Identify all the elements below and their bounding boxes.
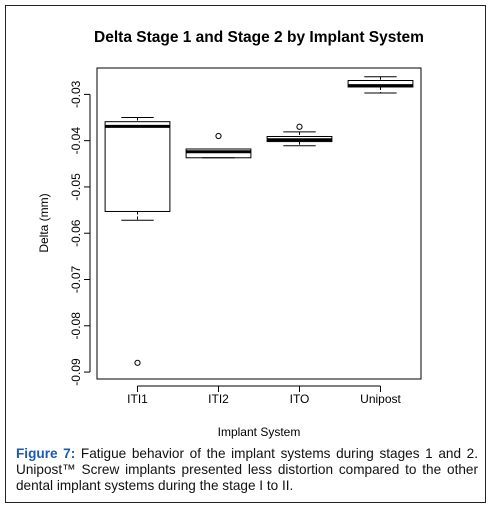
outlier-point	[296, 123, 303, 130]
y-tick-label: -0.03	[69, 80, 83, 108]
box-unipost	[347, 76, 414, 94]
y-tick-label: -0.07	[69, 266, 83, 294]
chart-title: Delta Stage 1 and Stage 2 by Implant Sys…	[94, 29, 424, 46]
x-tick-label: ITI2	[208, 392, 229, 406]
box-ito	[266, 123, 333, 147]
box-iti2	[185, 132, 252, 159]
figure-caption: Figure 7: Fatigue behavior of the implan…	[16, 446, 478, 494]
y-axis-label: Delta (mm)	[37, 193, 51, 252]
caption-text: Fatigue behavior of the implant systems …	[16, 446, 478, 493]
boxes-group	[104, 76, 414, 366]
x-tick-label: ITI1	[127, 392, 148, 406]
y-tick-label: -0.08	[69, 312, 83, 340]
y-tick-label: -0.06	[69, 219, 83, 247]
outlier-point	[215, 132, 222, 140]
box-body	[185, 148, 252, 159]
y-tick-label: -0.05	[69, 173, 83, 201]
caption-label: Figure 7:	[16, 446, 76, 461]
x-tick-label: Unipost	[360, 392, 401, 406]
figure-frame	[5, 5, 486, 503]
x-axis-label: Implant System	[218, 425, 301, 439]
y-tick-label: -0.04	[69, 127, 83, 155]
plot-area	[96, 67, 422, 380]
box-body	[104, 121, 171, 212]
outlier-point	[134, 359, 141, 366]
boxplot-chart: Delta Stage 1 and Stage 2 by Implant Sys…	[37, 29, 424, 439]
x-axis: ITI1 ITI2 ITO Unipost	[127, 385, 402, 406]
x-tick-label: ITO	[290, 392, 310, 406]
y-axis: -0.03 -0.04 -0.05 -0.06 -0.07 -0.08 -0.09	[69, 80, 91, 386]
y-tick-label: -0.09	[69, 358, 83, 386]
box-iti1	[104, 117, 171, 366]
